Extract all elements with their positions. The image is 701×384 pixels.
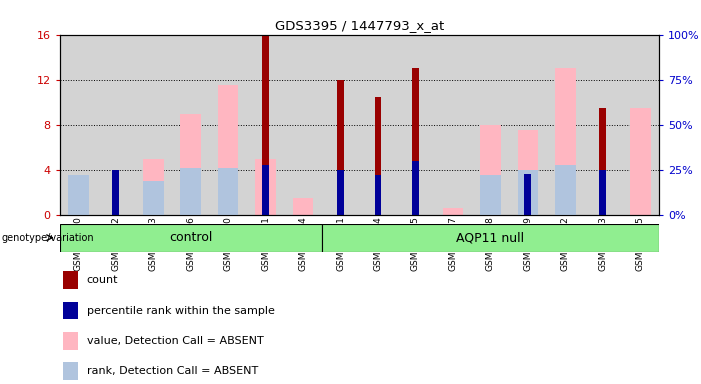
Bar: [630, 108, 651, 215]
Text: control: control: [169, 231, 212, 244]
Bar: [112, 170, 119, 215]
Bar: [412, 161, 418, 215]
Bar: [374, 175, 381, 215]
Bar: [322, 224, 659, 252]
Bar: [412, 68, 418, 215]
Text: AQP11 null: AQP11 null: [456, 231, 524, 244]
Bar: [143, 159, 163, 215]
Text: value, Detection Call = ABSENT: value, Detection Call = ABSENT: [86, 336, 264, 346]
Bar: [262, 164, 269, 215]
Bar: [68, 175, 88, 215]
Bar: [143, 181, 163, 215]
Bar: [218, 168, 238, 215]
Text: rank, Detection Call = ABSENT: rank, Detection Call = ABSENT: [86, 366, 258, 376]
Bar: [62, 302, 78, 319]
Bar: [480, 175, 501, 215]
Bar: [180, 114, 201, 215]
Title: GDS3395 / 1447793_x_at: GDS3395 / 1447793_x_at: [275, 19, 444, 32]
Bar: [442, 208, 463, 215]
Text: percentile rank within the sample: percentile rank within the sample: [86, 306, 274, 316]
Bar: [62, 332, 78, 350]
Bar: [374, 97, 381, 215]
Bar: [555, 164, 576, 215]
Bar: [517, 170, 538, 215]
Bar: [517, 131, 538, 215]
Bar: [62, 362, 78, 380]
Bar: [62, 271, 78, 289]
Bar: [555, 68, 576, 215]
Bar: [337, 170, 344, 215]
Bar: [68, 175, 88, 215]
Bar: [255, 159, 276, 215]
Text: count: count: [86, 275, 118, 285]
Bar: [262, 35, 269, 215]
Bar: [599, 170, 606, 215]
Bar: [337, 80, 344, 215]
Bar: [293, 198, 313, 215]
Bar: [180, 168, 201, 215]
Bar: [218, 85, 238, 215]
Bar: [480, 125, 501, 215]
Bar: [599, 108, 606, 215]
Text: genotype/variation: genotype/variation: [1, 233, 94, 243]
Bar: [60, 224, 322, 252]
Bar: [524, 174, 531, 215]
